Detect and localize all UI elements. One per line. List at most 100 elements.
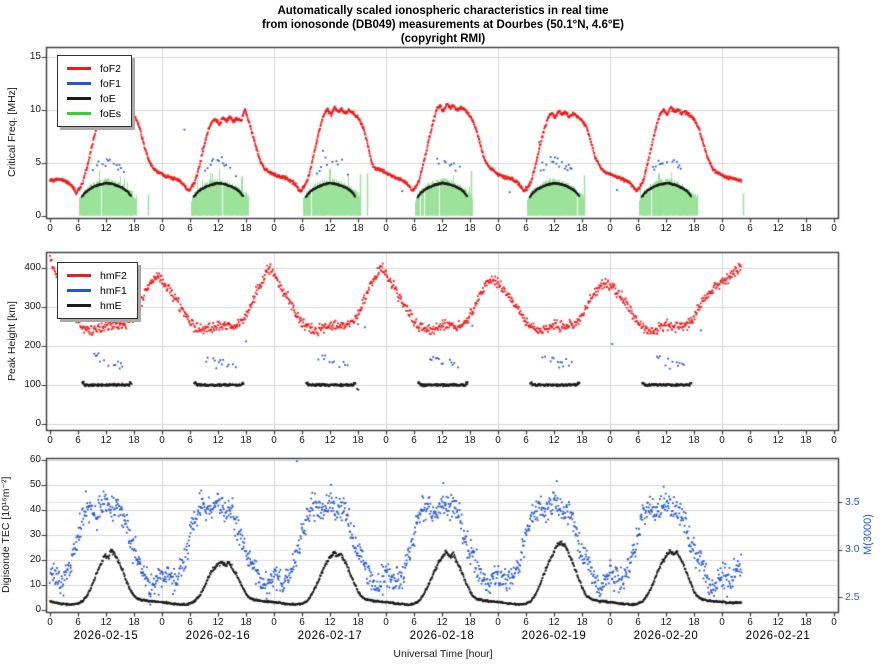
x-tick-label: 0 <box>719 617 725 628</box>
x-tick-label: 6 <box>75 435 81 446</box>
x-tick-label: 18 <box>800 617 812 628</box>
y-tick-label: 20 <box>29 554 41 565</box>
x-tick-label: 0 <box>719 435 725 446</box>
x-tick-label: 6 <box>523 617 529 628</box>
x-tick-label: 6 <box>299 617 305 628</box>
x-tick-label: 18 <box>688 617 700 628</box>
legend-entry-foF2: foF2 <box>67 61 121 76</box>
x-tick-label: 0 <box>47 617 53 628</box>
x-tick-label: 6 <box>75 223 81 234</box>
x-tick-label: 0 <box>159 617 165 628</box>
x-tick-label: 18 <box>240 435 252 446</box>
x-tick-label: 6 <box>635 223 641 234</box>
x-tick-label: 6 <box>747 435 753 446</box>
legend-entry-hmF2: hmF2 <box>67 268 127 283</box>
x-tick-label: 6 <box>411 435 417 446</box>
legend-critical-freq: foF2 foF1 foE foEs <box>57 55 133 127</box>
legend-label-hmE: hmE <box>100 299 122 312</box>
x-tick-label: 12 <box>324 223 336 234</box>
y-tick-label: 0 <box>35 418 41 429</box>
x-tick-label: 0 <box>383 223 389 234</box>
x-tick-label: 6 <box>75 617 81 628</box>
legend-line-foF2 <box>67 67 91 70</box>
y-axis-label-critical-freq: Critical Freq. [MHz] <box>6 87 18 178</box>
y-tick-label: 10 <box>29 579 41 590</box>
legend-label-foF1: foF1 <box>100 77 122 90</box>
x-tick-label: 6 <box>299 435 305 446</box>
x-tick-label: 12 <box>772 617 784 628</box>
x-axis-label: Universal Time [hour] <box>393 648 493 660</box>
y-tick-label: 50 <box>29 479 41 490</box>
y-tick-label: 60 <box>29 454 41 465</box>
x-tick-label: 6 <box>635 435 641 446</box>
x-tick-label: 12 <box>548 617 560 628</box>
y2-tick-label: 3.0 <box>845 543 860 555</box>
legend-label-hmF2: hmF2 <box>100 269 127 282</box>
x-tick-label: 6 <box>747 617 753 628</box>
legend-entry-foEs: foEs <box>67 106 121 121</box>
x-tick-label: 18 <box>464 435 476 446</box>
date-label: 2026-02-15 <box>73 630 139 642</box>
x-tick-label: 12 <box>100 223 112 234</box>
x-tick-label: 0 <box>831 435 837 446</box>
y-tick-label: 30 <box>29 529 41 540</box>
legend-entry-hmF1: hmF1 <box>67 283 127 298</box>
y-tick-label: 5 <box>35 156 41 168</box>
legend-label-foF2: foF2 <box>100 62 122 75</box>
x-tick-label: 0 <box>47 435 53 446</box>
y-tick-label: 400 <box>24 262 41 273</box>
x-tick-label: 12 <box>436 617 448 628</box>
legend-peak-height: hmF2 hmF1 hmE <box>57 262 138 319</box>
x-tick-label: 18 <box>576 223 588 234</box>
date-label: 2026-02-18 <box>409 630 475 642</box>
legend-label-hmF1: hmF1 <box>100 284 127 297</box>
x-tick-label: 18 <box>128 435 140 446</box>
x-tick-label: 0 <box>383 617 389 628</box>
x-tick-label: 0 <box>495 617 501 628</box>
x-tick-label: 12 <box>100 617 112 628</box>
legend-line-hmF2 <box>67 274 91 277</box>
x-tick-label: 12 <box>436 223 448 234</box>
y-tick-label: 0 <box>35 604 41 615</box>
x-tick-label: 18 <box>688 223 700 234</box>
x-tick-label: 12 <box>548 435 560 446</box>
x-tick-label: 18 <box>576 617 588 628</box>
x-tick-label: 0 <box>271 223 277 234</box>
x-tick-label: 6 <box>187 617 193 628</box>
x-tick-label: 0 <box>159 435 165 446</box>
x-tick-label: 18 <box>240 223 252 234</box>
x-tick-label: 0 <box>271 617 277 628</box>
page-title-line2: from ionosonde (DB049) measurements at D… <box>262 19 624 31</box>
x-tick-label: 0 <box>495 435 501 446</box>
x-tick-label: 18 <box>352 617 364 628</box>
y-tick-label: 100 <box>24 379 41 390</box>
x-tick-label: 12 <box>436 435 448 446</box>
x-tick-label: 0 <box>607 435 613 446</box>
x-tick-label: 0 <box>383 435 389 446</box>
legend-line-foEs <box>67 112 91 115</box>
legend-line-hmE <box>67 304 91 307</box>
x-tick-label: 6 <box>411 223 417 234</box>
page-title-line1: Automatically scaled ionospheric charact… <box>277 5 609 17</box>
date-label: 2026-02-16 <box>185 630 251 642</box>
x-tick-label: 12 <box>324 435 336 446</box>
x-tick-label: 12 <box>772 223 784 234</box>
x-tick-label: 12 <box>212 435 224 446</box>
x-tick-label: 18 <box>464 223 476 234</box>
y2-tick-label: 3.5 <box>845 495 860 508</box>
x-tick-label: 0 <box>831 617 837 628</box>
x-tick-label: 0 <box>47 223 53 234</box>
x-tick-label: 6 <box>523 435 529 446</box>
x-tick-label: 0 <box>831 223 837 234</box>
date-label: 2026-02-17 <box>297 630 363 642</box>
x-tick-label: 12 <box>212 617 224 628</box>
x-tick-label: 6 <box>411 617 417 628</box>
y-tick-label: 15 <box>29 50 41 62</box>
x-tick-label: 18 <box>352 435 364 446</box>
x-tick-label: 6 <box>187 223 193 234</box>
x-tick-label: 0 <box>159 223 165 234</box>
x-tick-label: 18 <box>576 435 588 446</box>
x-tick-label: 6 <box>187 435 193 446</box>
x-tick-label: 18 <box>800 435 812 446</box>
